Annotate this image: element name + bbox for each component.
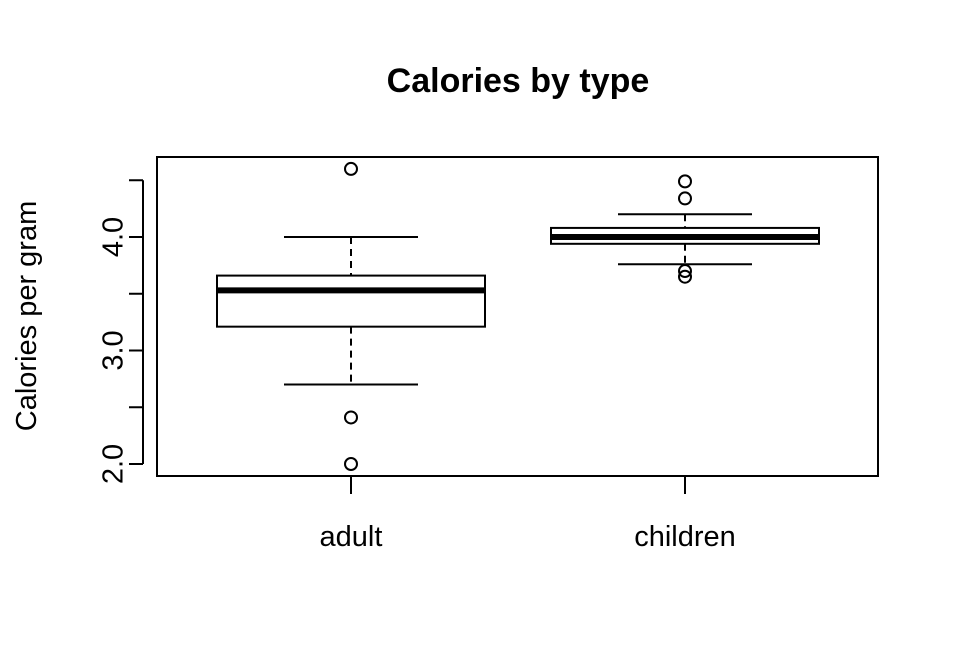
outlier-point — [678, 269, 692, 284]
box-adult — [216, 161, 486, 471]
x-axis: adult children — [320, 476, 736, 553]
box-iqr — [216, 274, 486, 328]
outlier-point — [678, 264, 692, 279]
y-tick-label: 3.0 — [98, 330, 130, 370]
x-tick-label: children — [634, 521, 736, 553]
outlier-point — [678, 174, 692, 189]
x-tick-label: adult — [320, 521, 383, 553]
plot-frame — [156, 156, 879, 477]
y-tick-label: 2.0 — [98, 444, 130, 484]
y-axis: 2.0 3.0 4.0 — [98, 179, 144, 484]
boxes-group — [216, 161, 820, 471]
y-axis-label: Calories per gram — [11, 201, 43, 431]
outlier-point — [678, 191, 692, 206]
outlier-point — [344, 457, 358, 471]
box-children — [550, 174, 820, 284]
outlier-point — [344, 410, 358, 425]
chart-title: Calories by type — [387, 62, 650, 100]
y-tick-label: 4.0 — [98, 217, 130, 257]
outlier-point — [344, 161, 358, 176]
